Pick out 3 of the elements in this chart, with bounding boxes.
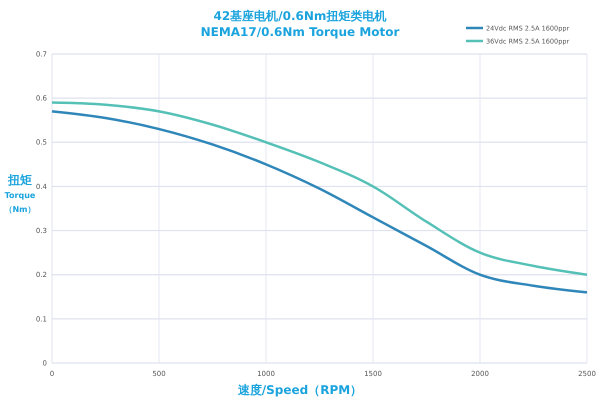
y-axis-title: 扭矩 Torque （Nm） bbox=[4, 173, 36, 214]
chart-title: 42基座电机/0.6Nm扭矩类电机 NEMA17/0.6Nm Torque Motor bbox=[200, 9, 400, 39]
x-axis-title: 速度/Speed（RPM） bbox=[236, 383, 362, 397]
